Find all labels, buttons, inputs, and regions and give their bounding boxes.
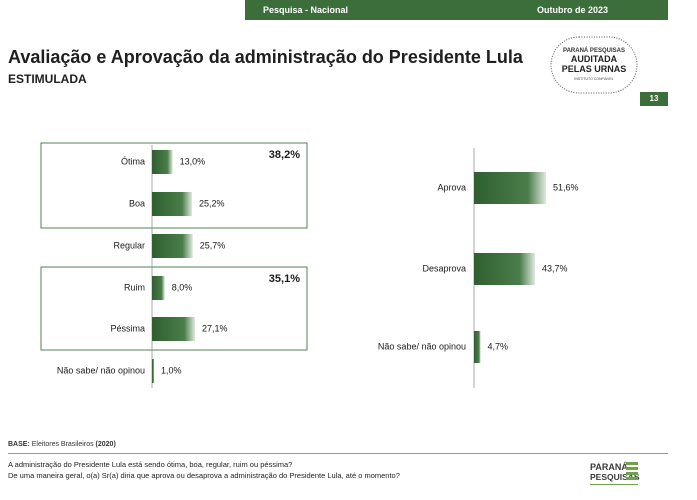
right-category-label-2: Não sabe/ não opinou	[378, 341, 466, 351]
left-value-label-3: 8,0%	[172, 282, 193, 292]
logo-line-1: PARANÁ	[590, 462, 628, 472]
right-bar-1	[474, 253, 535, 285]
left-category-label-4: Péssima	[110, 323, 145, 333]
right-value-label-1: 43,7%	[542, 263, 568, 273]
audit-seal: PARANÁ PESQUISAS AUDITADA PELAS URNAS IN…	[550, 36, 638, 94]
group-box-2	[40, 266, 308, 351]
left-category-label-5: Não sabe/ não opinou	[57, 365, 145, 375]
left-category-label-0: Ótima	[121, 156, 145, 166]
group-total-1: 38,2%	[269, 149, 300, 161]
left-bar-2	[152, 234, 193, 258]
base-count: (2020)	[95, 441, 116, 448]
page-title: Avaliação e Aprovação da administração d…	[8, 47, 523, 67]
page-number: 13	[640, 92, 668, 106]
survey-label: Pesquisa - Nacional	[263, 5, 349, 15]
right-category-label-1: Desaprova	[422, 263, 466, 273]
survey-date: Outubro de 2023	[536, 5, 608, 15]
seal-line-1: PARANÁ PESQUISAS	[563, 47, 625, 54]
group-box-1	[40, 142, 308, 229]
right-bar-2	[474, 331, 481, 363]
group-total-2: 35,1%	[269, 273, 300, 285]
left-category-label-1: Boa	[129, 198, 145, 208]
left-value-label-5: 1,0%	[161, 365, 182, 375]
base-label: BASE:	[8, 441, 30, 448]
left-category-label-2: Regular	[113, 240, 145, 250]
left-category-label-3: Ruim	[124, 282, 145, 292]
left-bar-3	[152, 276, 165, 300]
footer-divider	[8, 453, 668, 454]
left-bar-5	[152, 359, 154, 383]
left-value-label-0: 13,0%	[180, 156, 206, 166]
right-value-label-2: 4,7%	[488, 341, 509, 351]
header-bar: Pesquisa - Nacional Outubro de 2023	[245, 0, 668, 20]
question-1: A administração do Presidente Lula está …	[8, 460, 293, 469]
seal-line-2: AUDITADA	[571, 54, 618, 64]
question-2: De uma maneira geral, o(a) Sr(a) diria q…	[8, 471, 400, 480]
logo-line-2: PESQUISAS	[590, 472, 640, 482]
base-text: Eleitores Brasileiros	[31, 441, 94, 448]
base-note: BASE: Eleitores Brasileiros (2020)	[8, 441, 116, 448]
page-subtitle: ESTIMULADA	[8, 72, 87, 86]
charts-area: 38,2% 35,1% Ótima 13,0% Boa 25,2% Regular 25,7%…	[40, 142, 579, 388]
left-bar-1	[152, 192, 192, 216]
left-bar-4	[152, 317, 196, 341]
left-value-label-4: 27,1%	[202, 323, 228, 333]
left-bar-0	[152, 150, 173, 174]
seal-line-3: PELAS URNAS	[562, 64, 627, 74]
left-value-label-1: 25,2%	[199, 198, 225, 208]
right-value-label-0: 51,6%	[553, 182, 579, 192]
left-value-label-2: 25,7%	[200, 240, 226, 250]
parana-pesquisas-logo: PARANÁ PESQUISAS	[590, 462, 640, 485]
right-category-label-0: Aprova	[437, 182, 466, 192]
right-bar-0	[474, 172, 546, 204]
seal-line-4: INSTITUTO CONFIÁVEL	[574, 77, 613, 81]
